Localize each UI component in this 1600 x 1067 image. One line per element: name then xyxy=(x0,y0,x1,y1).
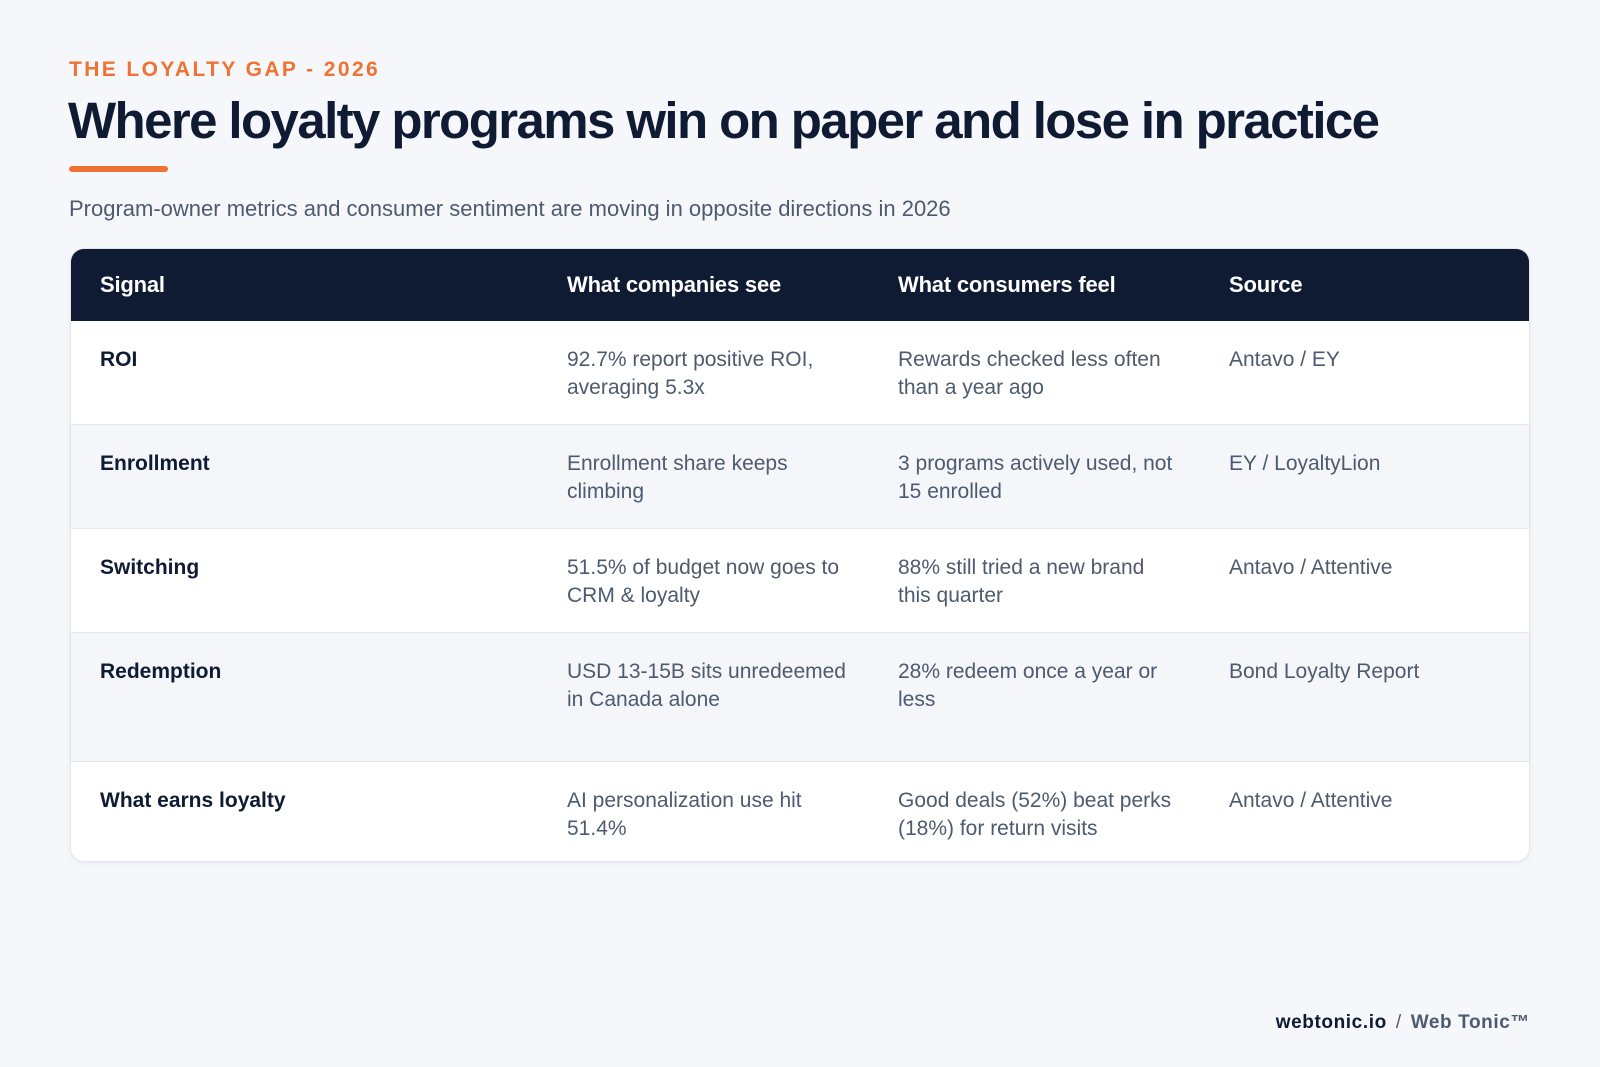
signal-cell: Switching xyxy=(100,556,200,579)
loyalty-gap-table: Signal What companies see What consumers… xyxy=(71,249,1529,862)
consumers-cell: 28% redeem once a year or less xyxy=(898,660,1158,711)
source-cell: Antavo / EY xyxy=(1229,348,1340,371)
companies-cell: 51.5% of budget now goes to CRM & loyalt… xyxy=(567,556,840,607)
table-row: Redemption USD 13-15B sits unredeemed in… xyxy=(71,632,1529,762)
signal-cell: Redemption xyxy=(100,660,222,683)
consumers-cell: Good deals (52%) beat perks (18%) for re… xyxy=(898,789,1172,840)
footer-credit: webtonic.io / Web Tonic™ xyxy=(1276,1012,1530,1034)
footer-separator: / xyxy=(1395,1012,1402,1033)
signal-cell: Enrollment xyxy=(100,452,210,475)
footer-brand: Web Tonic™ xyxy=(1410,1012,1530,1033)
companies-cell: AI personalization use hit 51.4% xyxy=(567,789,802,840)
column-header-source: Source xyxy=(1229,272,1303,297)
footer-domain: webtonic.io xyxy=(1275,1012,1387,1033)
source-cell: EY / LoyaltyLion xyxy=(1229,452,1381,475)
signal-cell: What earns loyalty xyxy=(100,789,286,812)
source-cell: Antavo / Attentive xyxy=(1229,556,1393,579)
table-row: ROI 92.7% report positive ROI, averaging… xyxy=(71,321,1529,425)
table-body: ROI 92.7% report positive ROI, averaging… xyxy=(71,321,1529,862)
title-accent-bar xyxy=(69,166,168,172)
consumers-cell: 88% still tried a new brand this quarter xyxy=(898,556,1145,607)
eyebrow-label: THE LOYALTY GAP - 2026 xyxy=(69,58,381,81)
companies-cell: 92.7% report positive ROI, averaging 5.3… xyxy=(567,348,814,399)
table-row: What earns loyalty AI personalization us… xyxy=(71,761,1529,862)
consumers-cell: 3 programs actively used, not 15 enrolle… xyxy=(898,452,1173,503)
table-header-row: Signal What companies see What consumers… xyxy=(71,249,1529,321)
page-subtitle: Program-owner metrics and consumer senti… xyxy=(69,196,951,221)
loyalty-gap-table-card: Signal What companies see What consumers… xyxy=(70,248,1530,862)
table-header: Signal What companies see What consumers… xyxy=(71,249,1529,321)
table-row: Enrollment Enrollment share keeps climbi… xyxy=(71,424,1529,529)
consumers-cell: Rewards checked less often than a year a… xyxy=(898,348,1161,399)
companies-cell: Enrollment share keeps climbing xyxy=(567,452,788,503)
page-title: Where loyalty programs win on paper and … xyxy=(68,92,1380,149)
source-cell: Antavo / Attentive xyxy=(1229,789,1393,812)
column-header-signal: Signal xyxy=(100,272,165,297)
column-header-companies: What companies see xyxy=(567,272,782,297)
signal-cell: ROI xyxy=(100,348,138,371)
companies-cell: USD 13-15B sits unredeemed in Canada alo… xyxy=(567,660,846,711)
column-header-consumers: What consumers feel xyxy=(898,272,1116,297)
source-cell: Bond Loyalty Report xyxy=(1229,660,1420,683)
table-row: Switching 51.5% of budget now goes to CR… xyxy=(71,528,1529,633)
